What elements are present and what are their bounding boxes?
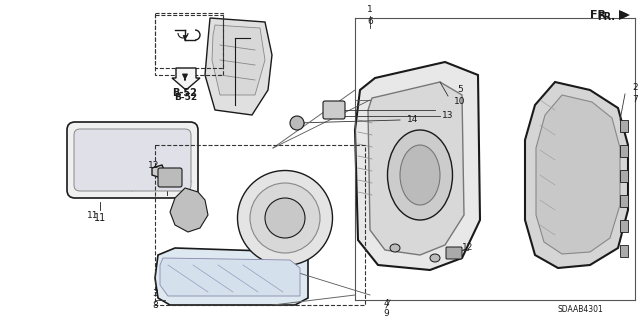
Ellipse shape bbox=[390, 244, 400, 252]
Text: FR.: FR. bbox=[589, 10, 611, 20]
Bar bbox=[620, 220, 628, 232]
FancyBboxPatch shape bbox=[323, 101, 345, 119]
Polygon shape bbox=[619, 10, 630, 20]
Polygon shape bbox=[536, 95, 620, 254]
FancyBboxPatch shape bbox=[74, 129, 191, 191]
Text: 11: 11 bbox=[94, 213, 106, 223]
Text: 5: 5 bbox=[457, 85, 463, 94]
Polygon shape bbox=[212, 25, 265, 95]
Bar bbox=[620, 195, 628, 207]
Text: 12: 12 bbox=[148, 161, 160, 170]
Ellipse shape bbox=[387, 130, 452, 220]
Ellipse shape bbox=[290, 116, 304, 130]
Text: SDAAB4301: SDAAB4301 bbox=[557, 306, 603, 315]
Text: 8: 8 bbox=[152, 301, 158, 310]
Polygon shape bbox=[205, 18, 272, 115]
Polygon shape bbox=[160, 258, 300, 296]
Bar bbox=[620, 170, 628, 182]
Text: 10: 10 bbox=[454, 98, 466, 107]
Polygon shape bbox=[170, 188, 208, 232]
Text: 7: 7 bbox=[632, 95, 638, 105]
Text: 14: 14 bbox=[407, 115, 419, 124]
Text: 2: 2 bbox=[632, 84, 638, 93]
Bar bbox=[155, 145, 365, 305]
FancyBboxPatch shape bbox=[67, 122, 198, 198]
Text: 12: 12 bbox=[462, 243, 474, 253]
Polygon shape bbox=[368, 82, 464, 255]
FancyBboxPatch shape bbox=[446, 247, 462, 259]
Text: 11: 11 bbox=[87, 211, 99, 219]
Text: 13: 13 bbox=[442, 112, 454, 121]
Ellipse shape bbox=[237, 170, 333, 265]
Ellipse shape bbox=[400, 145, 440, 205]
Polygon shape bbox=[525, 82, 628, 268]
Bar bbox=[155, 15, 223, 75]
Polygon shape bbox=[155, 248, 308, 305]
Text: 9: 9 bbox=[383, 308, 389, 317]
Bar bbox=[620, 145, 628, 157]
Text: 4: 4 bbox=[383, 299, 389, 308]
Polygon shape bbox=[172, 68, 200, 90]
Ellipse shape bbox=[430, 254, 440, 262]
Bar bbox=[620, 245, 628, 257]
Ellipse shape bbox=[265, 198, 305, 238]
Text: 3: 3 bbox=[152, 290, 158, 299]
Text: 1: 1 bbox=[367, 5, 373, 14]
Text: B-52: B-52 bbox=[173, 88, 197, 98]
Text: B-52: B-52 bbox=[175, 93, 198, 101]
Polygon shape bbox=[355, 62, 480, 270]
FancyBboxPatch shape bbox=[158, 168, 182, 187]
Bar bbox=[620, 120, 628, 132]
Text: FR.: FR. bbox=[597, 12, 615, 22]
Ellipse shape bbox=[250, 183, 320, 253]
Polygon shape bbox=[152, 165, 165, 177]
Text: 6: 6 bbox=[367, 18, 373, 26]
Bar bbox=[155, 13, 223, 68]
